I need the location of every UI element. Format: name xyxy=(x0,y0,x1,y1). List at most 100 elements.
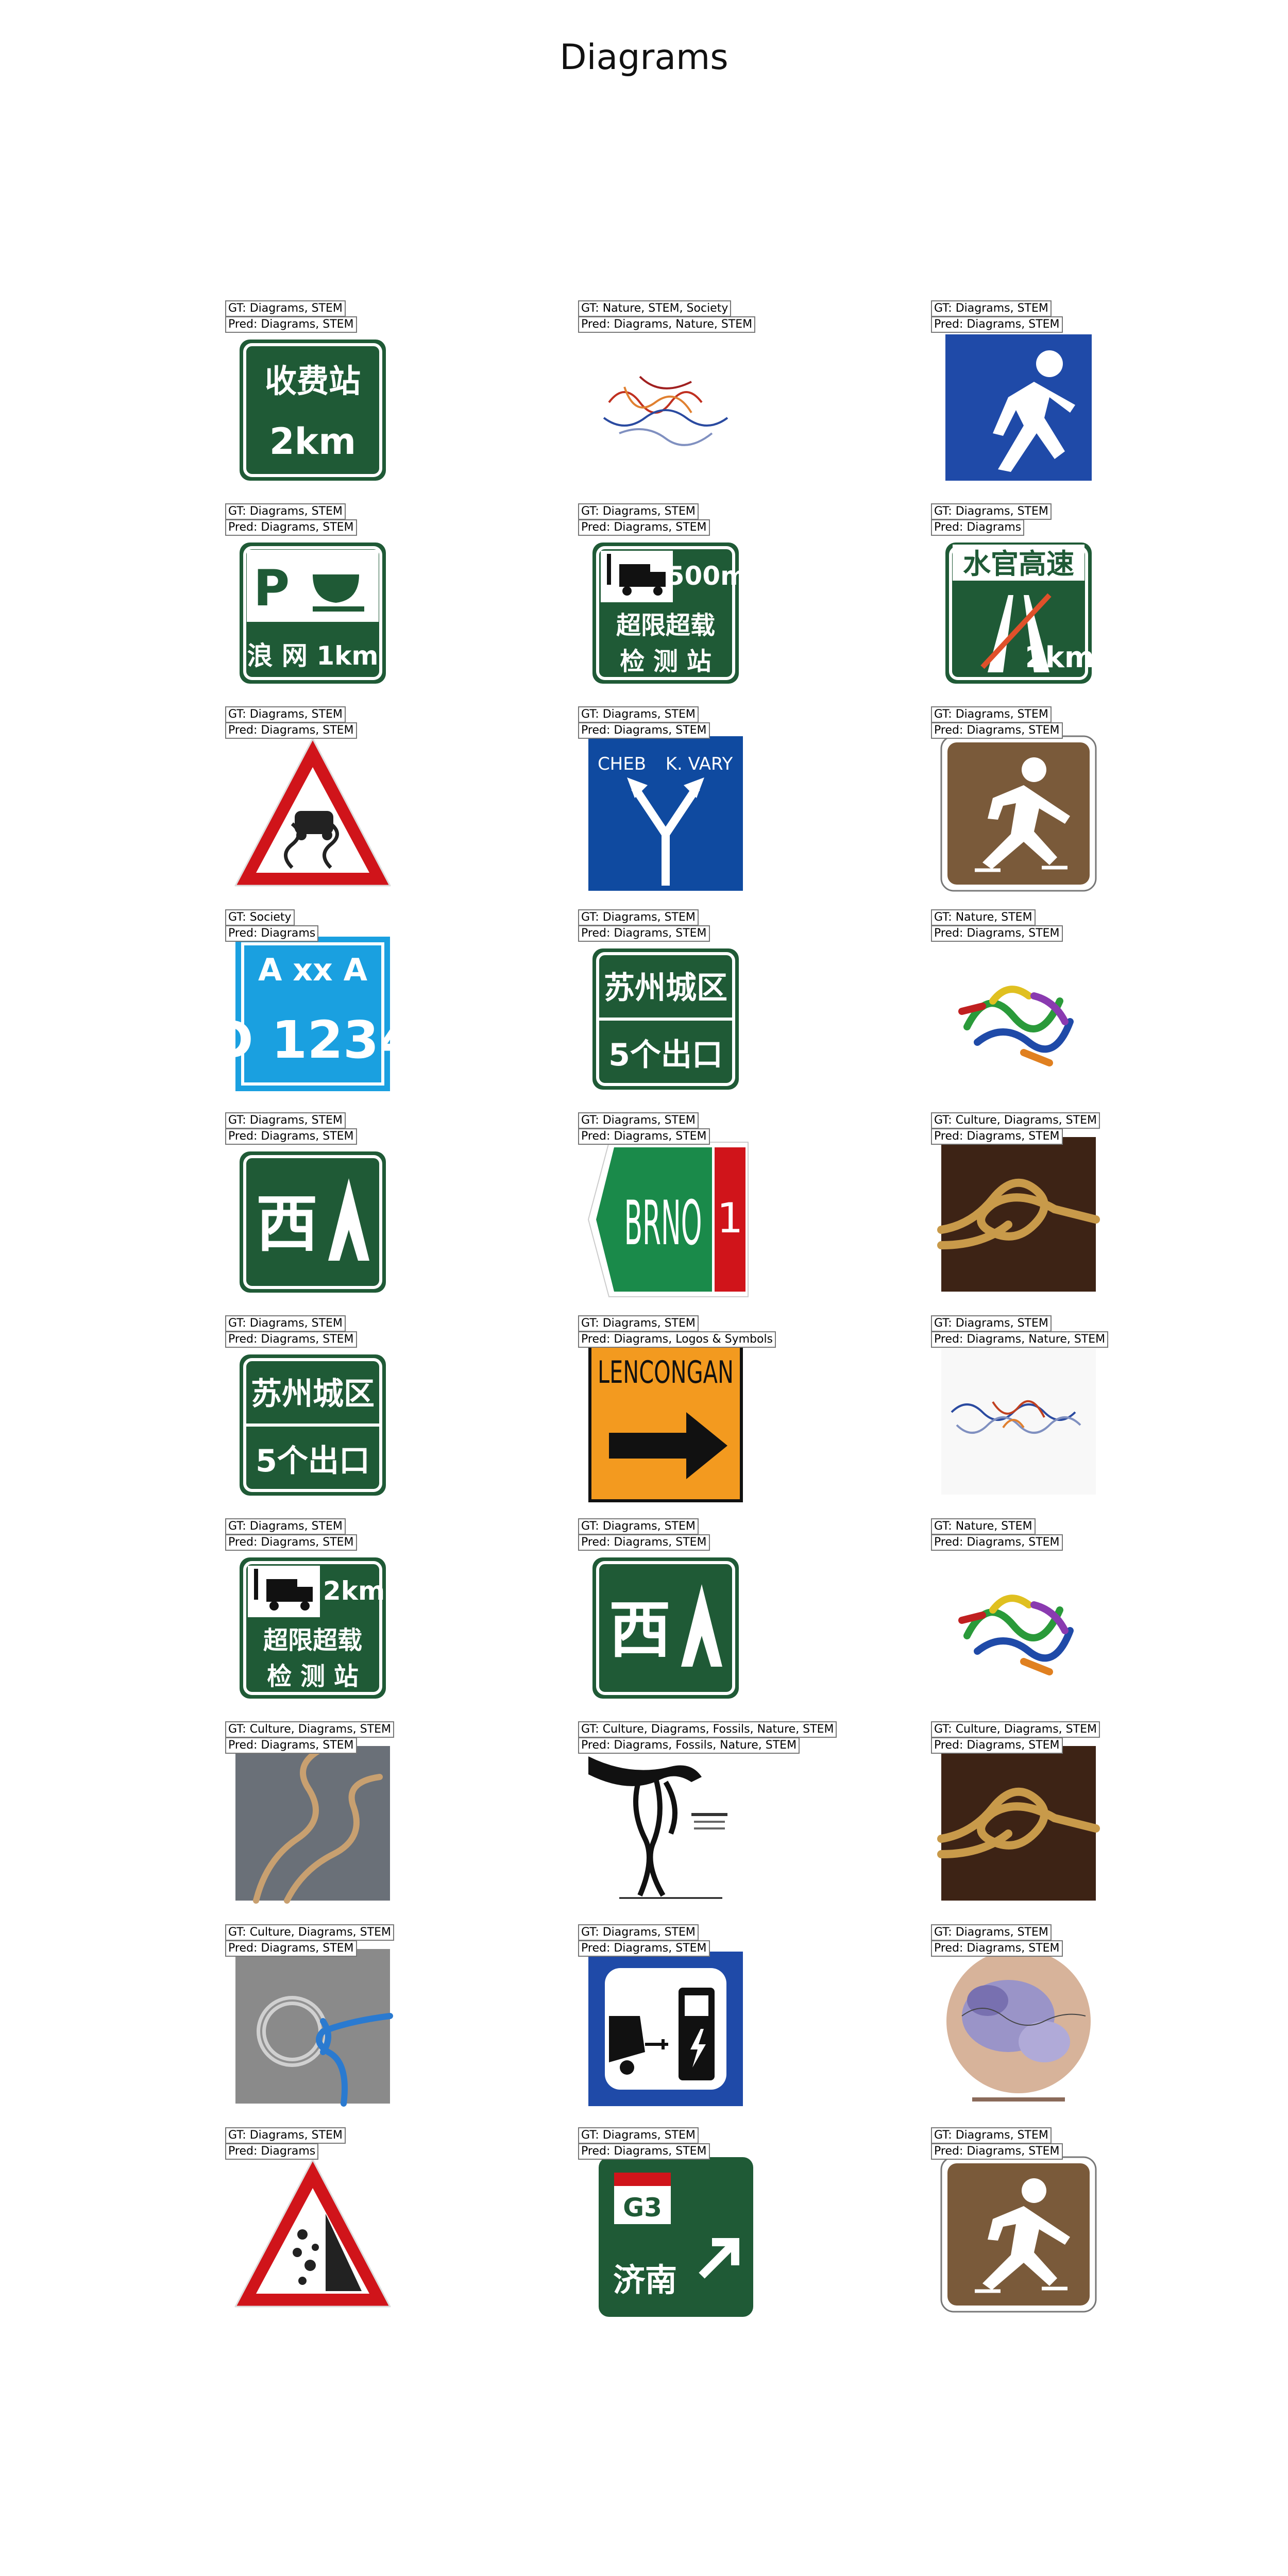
pred-label: Pred: Diagrams, Logos & Symbols xyxy=(578,1331,776,1348)
pred-label: Pred: Diagrams, STEM xyxy=(931,1940,1063,1957)
green-sign-weigh-station-thumbnail: 500m 超限超载 检 测 站 xyxy=(578,518,753,693)
ev-charging-sign-thumbnail xyxy=(578,1939,753,2114)
svg-text:苏州城区: 苏州城区 xyxy=(604,970,727,1006)
svg-text:P: P xyxy=(253,560,290,617)
gt-label: GT: Diagrams, STEM xyxy=(225,300,346,317)
pred-label: Pred: Diagrams, STEM xyxy=(578,2143,710,2160)
grid-cell: BRNO 1 GT: Diagrams, STEM Pred: Diagrams, … xyxy=(578,1112,939,1318)
grid-cell: GT: Culture, Diagrams, STEM Pred: Diagram… xyxy=(931,1112,1288,1318)
grid-cell: GT: Culture, Diagrams, STEM Pred: Diagram… xyxy=(225,1924,586,2130)
label-box: GT: Diagrams, STEM Pred: Diagrams, STEM xyxy=(931,1924,1063,1957)
green-sign-west-thumbnail: 西 xyxy=(578,1533,753,1708)
pred-label: Pred: Diagrams, STEM xyxy=(225,1128,357,1145)
svg-text:苏州城区: 苏州城区 xyxy=(251,1376,375,1412)
label-box: GT: Diagrams, STEM Pred: Diagrams, STEM xyxy=(225,1112,357,1145)
label-box: GT: Diagrams, STEM Pred: Diagrams, STEM xyxy=(225,300,357,333)
grid-cell: 收费站 2km GT: Diagrams, STEM Pred: Diagrams,… xyxy=(225,300,586,506)
pred-label: Pred: Diagrams, STEM xyxy=(931,1737,1063,1754)
svg-text:5个出口: 5个出口 xyxy=(256,1443,370,1479)
label-box: GT: Culture, Diagrams, Fossils, Nature, … xyxy=(578,1721,837,1754)
pred-label: Pred: Diagrams, STEM xyxy=(225,1534,357,1551)
gt-label: GT: Diagrams, STEM xyxy=(225,706,346,723)
svg-text:BRNO: BRNO xyxy=(624,1188,702,1259)
label-box: GT: Diagrams, STEM Pred: Diagrams, Logos … xyxy=(578,1315,776,1348)
rope-knot-photo-thumbnail xyxy=(931,1127,1106,1302)
green-sign-weigh-station-2km-thumbnail: 2km 超限超载 检 测 站 xyxy=(225,1533,400,1708)
label-box: GT: Culture, Diagrams, STEM Pred: Diagram… xyxy=(931,1721,1100,1754)
gt-label: GT: Diagrams, STEM xyxy=(578,1924,699,1941)
grid-cell: GT: Culture, Diagrams, STEM Pred: Diagram… xyxy=(931,1721,1288,1927)
label-box: GT: Diagrams, STEM Pred: Diagrams, STEM xyxy=(578,2127,710,2160)
label-box: GT: Diagrams, STEM Pred: Diagrams, STEM xyxy=(225,1315,357,1348)
pred-label: Pred: Diagrams, Nature, STEM xyxy=(931,1331,1109,1348)
green-sign-west-thumbnail: 西 xyxy=(225,1127,400,1302)
label-box: GT: Culture, Diagrams, STEM Pred: Diagram… xyxy=(931,1112,1100,1145)
pred-label: Pred: Diagrams, Nature, STEM xyxy=(578,316,756,333)
protein-ribbon-thumbnail xyxy=(931,924,1106,1099)
gt-label: GT: Diagrams, STEM xyxy=(225,1315,346,1332)
pred-label: Pred: Diagrams, STEM xyxy=(578,1128,710,1145)
gt-label: GT: Nature, STEM xyxy=(931,909,1036,926)
svg-text:K. VARY: K. VARY xyxy=(666,754,733,774)
pred-label: Pred: Diagrams, STEM xyxy=(578,519,710,536)
cyan-plate-sign-thumbnail: A xx A D 1234 xyxy=(225,924,400,1099)
grid-cell: LENCONGAN GT: Diagrams, STEM Pred: Diagra… xyxy=(578,1315,939,1521)
warning-slippery-road-thumbnail xyxy=(225,721,400,896)
protein-structure-wide-thumbnail xyxy=(931,1330,1106,1505)
green-sign-suzhou-thumbnail: 苏州城区 5个出口 xyxy=(225,1330,400,1505)
pred-label: Pred: Diagrams, Fossils, Nature, STEM xyxy=(578,1737,800,1754)
gt-label: GT: Diagrams, STEM xyxy=(225,1518,346,1535)
pred-label: Pred: Diagrams, STEM xyxy=(578,1940,710,1957)
svg-text:D 1234: D 1234 xyxy=(225,1010,400,1070)
svg-text:超限超载: 超限超载 xyxy=(616,611,715,640)
protein-ribbon-thumbnail xyxy=(931,1533,1106,1708)
gt-label: GT: Culture, Diagrams, STEM xyxy=(225,1924,394,1941)
gt-label: GT: Culture, Diagrams, Fossils, Nature, … xyxy=(578,1721,837,1738)
orange-lencongan-sign-thumbnail: LENCONGAN xyxy=(578,1330,753,1505)
pred-label: Pred: Diagrams, STEM xyxy=(931,2143,1063,2160)
grid-cell: A xx A D 1234 GT: Society Pred: Diagrams xyxy=(225,909,586,1115)
pred-label: Pred: Diagrams, STEM xyxy=(578,722,710,739)
grid-cell: GT: Diagrams, STEM Pred: Diagrams, STEM xyxy=(931,1924,1288,2130)
pred-label: Pred: Diagrams, STEM xyxy=(225,316,357,333)
label-box: GT: Nature, STEM Pred: Diagrams, STEM xyxy=(931,1518,1063,1551)
label-box: GT: Diagrams, STEM Pred: Diagrams, STEM xyxy=(225,1518,357,1551)
gt-label: GT: Diagrams, STEM xyxy=(931,503,1052,520)
grid-cell: GT: Diagrams, STEM Pred: Diagrams, STEM xyxy=(931,706,1288,912)
svg-text:西: 西 xyxy=(609,1595,671,1666)
gt-label: GT: Diagrams, STEM xyxy=(578,706,699,723)
grid-cell: GT: Culture, Diagrams, STEM Pred: Diagram… xyxy=(225,1721,586,1927)
pred-label: Pred: Diagrams, STEM xyxy=(931,1534,1063,1551)
label-box: GT: Nature, STEM Pred: Diagrams, STEM xyxy=(931,909,1063,942)
pred-label: Pred: Diagrams xyxy=(225,2143,319,2160)
label-box: GT: Diagrams, STEM Pred: Diagrams, STEM xyxy=(931,706,1063,739)
grid-cell: G3 济南 GT: Diagrams, STEM Pred: Diagrams, … xyxy=(578,2127,939,2333)
globe-map-thumbnail xyxy=(931,1939,1106,2114)
blue-pedestrian-sign-thumbnail xyxy=(931,315,1106,490)
protein-structure-small-thumbnail xyxy=(578,315,753,490)
gt-label: GT: Diagrams, STEM xyxy=(931,1315,1052,1332)
svg-text:收费站: 收费站 xyxy=(265,362,361,400)
grid-cell: GT: Diagrams, STEM Pred: Diagrams, STEM xyxy=(931,2127,1288,2333)
pred-label: Pred: Diagrams, STEM xyxy=(931,722,1063,739)
grid-cell: GT: Diagrams, STEM Pred: Diagrams, STEM xyxy=(578,1924,939,2130)
svg-text:500m: 500m xyxy=(667,561,747,591)
svg-text:1: 1 xyxy=(717,1194,743,1242)
rope-photo-thumbnail xyxy=(225,1736,400,1911)
gt-label: GT: Diagrams, STEM xyxy=(931,1924,1052,1941)
gt-label: GT: Diagrams, STEM xyxy=(578,1315,699,1332)
label-box: GT: Diagrams, STEM Pred: Diagrams, STEM xyxy=(578,503,710,536)
gt-label: GT: Diagrams, STEM xyxy=(578,2127,699,2144)
gt-label: GT: Diagrams, STEM xyxy=(931,300,1052,317)
green-sign-suzhou-thumbnail: 苏州城区 5个出口 xyxy=(578,924,753,1099)
gt-label: GT: Diagrams, STEM xyxy=(225,503,346,520)
svg-text:济南: 济南 xyxy=(613,2261,677,2299)
gt-label: GT: Society xyxy=(225,909,295,926)
gt-label: GT: Diagrams, STEM xyxy=(225,1112,346,1129)
pred-label: Pred: Diagrams xyxy=(931,519,1025,536)
svg-text:5个出口: 5个出口 xyxy=(608,1037,723,1073)
svg-text:检 测 站: 检 测 站 xyxy=(620,647,711,676)
label-box: GT: Diagrams, STEM Pred: Diagrams, STEM xyxy=(931,300,1063,333)
grid-cell: GT: Diagrams, STEM Pred: Diagrams xyxy=(225,2127,586,2333)
